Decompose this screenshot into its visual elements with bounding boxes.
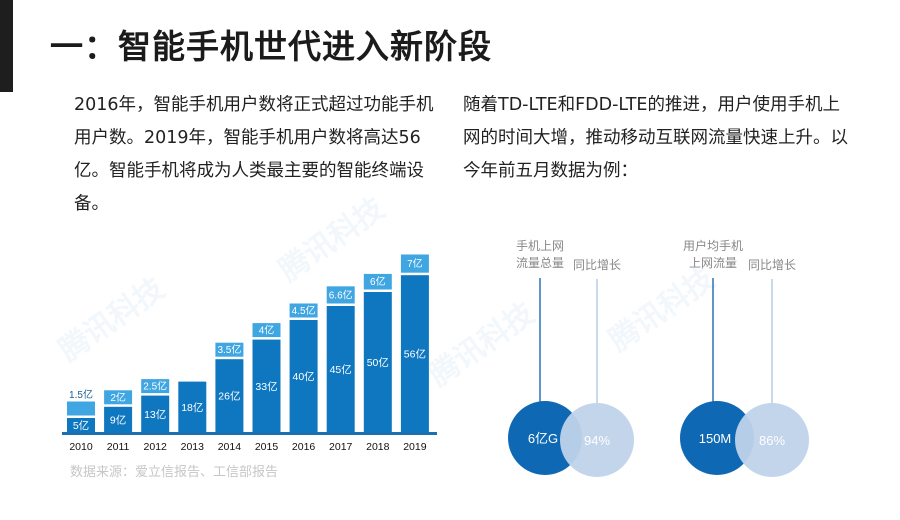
increment-label: 4.5亿 [292,304,316,317]
title-accent-bar [0,0,13,92]
increment-bar-2016 [289,303,318,318]
increment-label: 1.5亿 [69,388,93,401]
bubble-metric-label: 用户均手机上网流量 [683,238,743,270]
year-tick-label: 2012 [144,441,168,453]
primary-bubble [680,401,754,475]
bubble-value: 150M [699,431,732,446]
bar-value-label: 40亿 [293,370,315,383]
increment-bar-2011 [104,390,133,405]
bubble-value: 86% [759,433,785,448]
year-tick-label: 2013 [181,441,205,453]
year-tick-label: 2019 [403,441,427,453]
secondary-bubble [560,403,634,477]
bubble-value: 94% [584,433,610,448]
year-tick-label: 2018 [366,441,390,453]
increment-bar-2019 [400,254,429,273]
bar-2015 [252,339,281,432]
bar-2016 [289,320,318,432]
year-tick-label: 2016 [292,441,316,453]
bubble-metric-label: 同比增长 [748,258,796,272]
bar-value-label: 5亿 [73,419,89,432]
increment-label: 2.5亿 [143,380,167,393]
bar-2013 [178,381,207,432]
increment-label: 7亿 [407,257,423,270]
bar-2018 [363,292,392,432]
increment-label: 4亿 [259,324,275,337]
bar-2014 [215,359,244,432]
year-tick-label: 2011 [107,441,130,453]
right-paragraph: 随着TD-LTE和FDD-LTE的推进，用户使用手机上网的时间大增，推动移动互联… [463,95,848,181]
increment-label: 3.5亿 [217,343,241,356]
bar-value-label: 50亿 [367,356,389,369]
chart-baseline [62,432,437,435]
bar-2011 [104,406,133,432]
bar-value-label: 45亿 [330,363,352,376]
bar-2010 [67,418,95,432]
bar-value-label: 13亿 [144,408,166,421]
increment-label: 6.6亿 [329,288,353,301]
page-title: 一：智能手机世代进入新阶段 [50,27,492,66]
bubble-metric-label: 同比增长 [573,258,621,272]
increment-bar-2012 [141,379,170,394]
bar-value-label: 26亿 [218,390,240,403]
data-source-note: 数据来源：爱立信报告、工信部报告 [70,465,279,480]
bar-value-label: 18亿 [181,401,203,414]
increment-bar-2014 [215,342,244,357]
increment-bar-2018 [363,273,392,290]
bubble-metric-label: 手机上网流量总量 [516,239,564,270]
bar-value-label: 9亿 [110,413,126,426]
increment-bar-2010 [67,401,95,416]
bar-2019 [400,275,429,432]
increment-label: 6亿 [370,275,386,288]
bar-value-label: 56亿 [404,348,426,361]
bar-2012 [141,395,170,432]
increment-label: 2亿 [110,391,126,404]
bar-2017 [326,306,355,432]
bar-value-label: 33亿 [255,380,277,393]
increment-bar-2015 [252,323,281,338]
year-tick-label: 2010 [69,441,93,453]
year-tick-label: 2017 [329,441,353,453]
bubble-value: 6亿G [528,431,558,446]
left-paragraph: 2016年，智能手机用户数将正式超过功能手机用户数。2019年，智能手机用户数将… [74,95,434,214]
secondary-bubble [735,403,809,477]
primary-bubble [508,401,582,475]
year-tick-label: 2015 [255,441,279,453]
year-tick-label: 2014 [218,441,242,453]
increment-bar-2017 [326,286,355,304]
